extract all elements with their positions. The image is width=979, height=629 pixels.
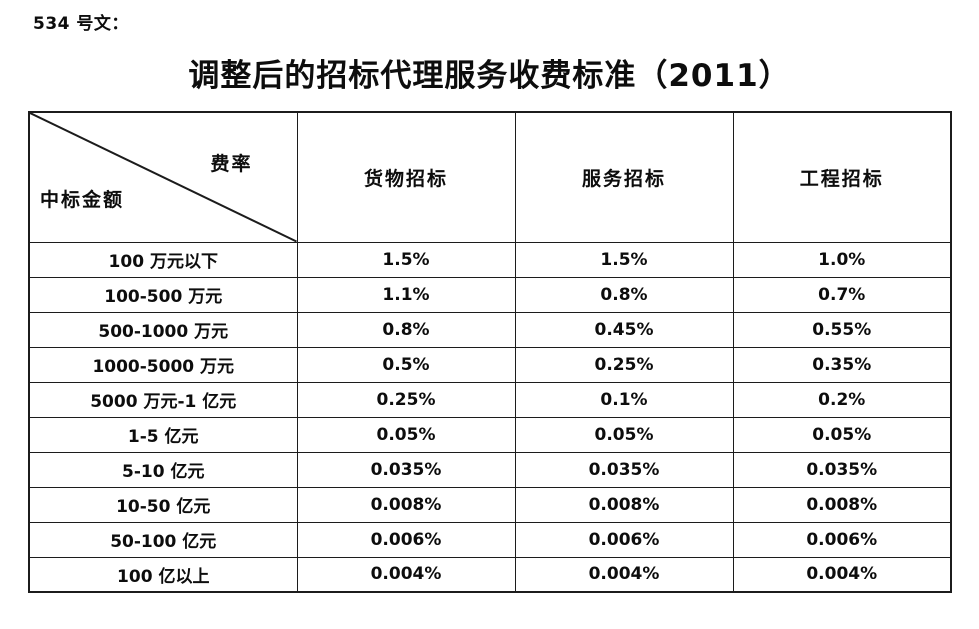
cell-value: 0.45%	[514, 311, 734, 348]
cell-value: 0.006%	[514, 521, 734, 558]
cell-value: 0.7%	[732, 276, 952, 313]
cell-value: 0.006%	[296, 521, 516, 558]
cell-value: 0.008%	[514, 486, 734, 523]
cell-value: 0.8%	[514, 276, 734, 313]
diagonal-line	[30, 113, 297, 242]
fee-table: 费率 中标金额 货物招标 服务招标 工程招标 100 万元以下 1.5% 1.5…	[28, 111, 952, 593]
cell-value: 1.0%	[732, 241, 952, 278]
table-row: 10-50 亿元 0.008% 0.008% 0.008%	[28, 486, 952, 523]
cell-value: 0.004%	[296, 556, 516, 593]
column-header-services: 服务招标	[514, 111, 734, 243]
cell-value: 0.008%	[732, 486, 952, 523]
row-label: 1000-5000 万元	[28, 346, 298, 383]
row-label: 100 万元以下	[28, 241, 298, 278]
page-title: 调整后的招标代理服务收费标准（2011）	[188, 58, 791, 94]
row-label: 10-50 亿元	[28, 486, 298, 523]
cell-value: 1.5%	[296, 241, 516, 278]
cell-value: 0.8%	[296, 311, 516, 348]
row-label: 500-1000 万元	[28, 311, 298, 348]
cell-value: 0.05%	[296, 416, 516, 453]
row-label: 100 亿以上	[28, 556, 298, 593]
cell-value: 0.5%	[296, 346, 516, 383]
corner-label-amount: 中标金额	[40, 189, 125, 211]
cell-value: 0.25%	[514, 346, 734, 383]
column-header-goods: 货物招标	[296, 111, 516, 243]
cell-value: 0.1%	[514, 381, 734, 418]
cell-value: 0.05%	[514, 416, 734, 453]
table-row: 5-10 亿元 0.035% 0.035% 0.035%	[28, 451, 952, 488]
cell-value: 0.05%	[732, 416, 952, 453]
corner-header-cell: 费率 中标金额	[28, 111, 298, 243]
row-label: 50-100 亿元	[28, 521, 298, 558]
column-header-engineering: 工程招标	[732, 111, 952, 243]
table-row: 500-1000 万元 0.8% 0.45% 0.55%	[28, 311, 952, 348]
cell-value: 0.035%	[514, 451, 734, 488]
table-row: 100 亿以上 0.004% 0.004% 0.004%	[28, 556, 952, 593]
cell-value: 0.55%	[732, 311, 952, 348]
table-row: 1000-5000 万元 0.5% 0.25% 0.35%	[28, 346, 952, 383]
cell-value: 0.008%	[296, 486, 516, 523]
corner-label-rate: 费率	[210, 153, 253, 175]
table-row: 100 万元以下 1.5% 1.5% 1.0%	[28, 241, 952, 278]
row-label: 1-5 亿元	[28, 416, 298, 453]
table-row: 1-5 亿元 0.05% 0.05% 0.05%	[28, 416, 952, 453]
cell-value: 0.2%	[732, 381, 952, 418]
cell-value: 1.1%	[296, 276, 516, 313]
table-row: 100-500 万元 1.1% 0.8% 0.7%	[28, 276, 952, 313]
cell-value: 0.004%	[514, 556, 734, 593]
row-label: 5000 万元-1 亿元	[28, 381, 298, 418]
table-row: 50-100 亿元 0.006% 0.006% 0.006%	[28, 521, 952, 558]
cell-value: 0.035%	[732, 451, 952, 488]
cell-value: 0.35%	[732, 346, 952, 383]
cell-value: 0.006%	[732, 521, 952, 558]
table-header-row: 费率 中标金额 货物招标 服务招标 工程招标	[28, 111, 952, 243]
table-row: 5000 万元-1 亿元 0.25% 0.1% 0.2%	[28, 381, 952, 418]
cell-value: 0.004%	[732, 556, 952, 593]
cell-value: 0.25%	[296, 381, 516, 418]
row-label: 5-10 亿元	[28, 451, 298, 488]
cell-value: 0.035%	[296, 451, 516, 488]
doc-number: 534 号文：	[33, 14, 129, 34]
cell-value: 1.5%	[514, 241, 734, 278]
row-label: 100-500 万元	[28, 276, 298, 313]
